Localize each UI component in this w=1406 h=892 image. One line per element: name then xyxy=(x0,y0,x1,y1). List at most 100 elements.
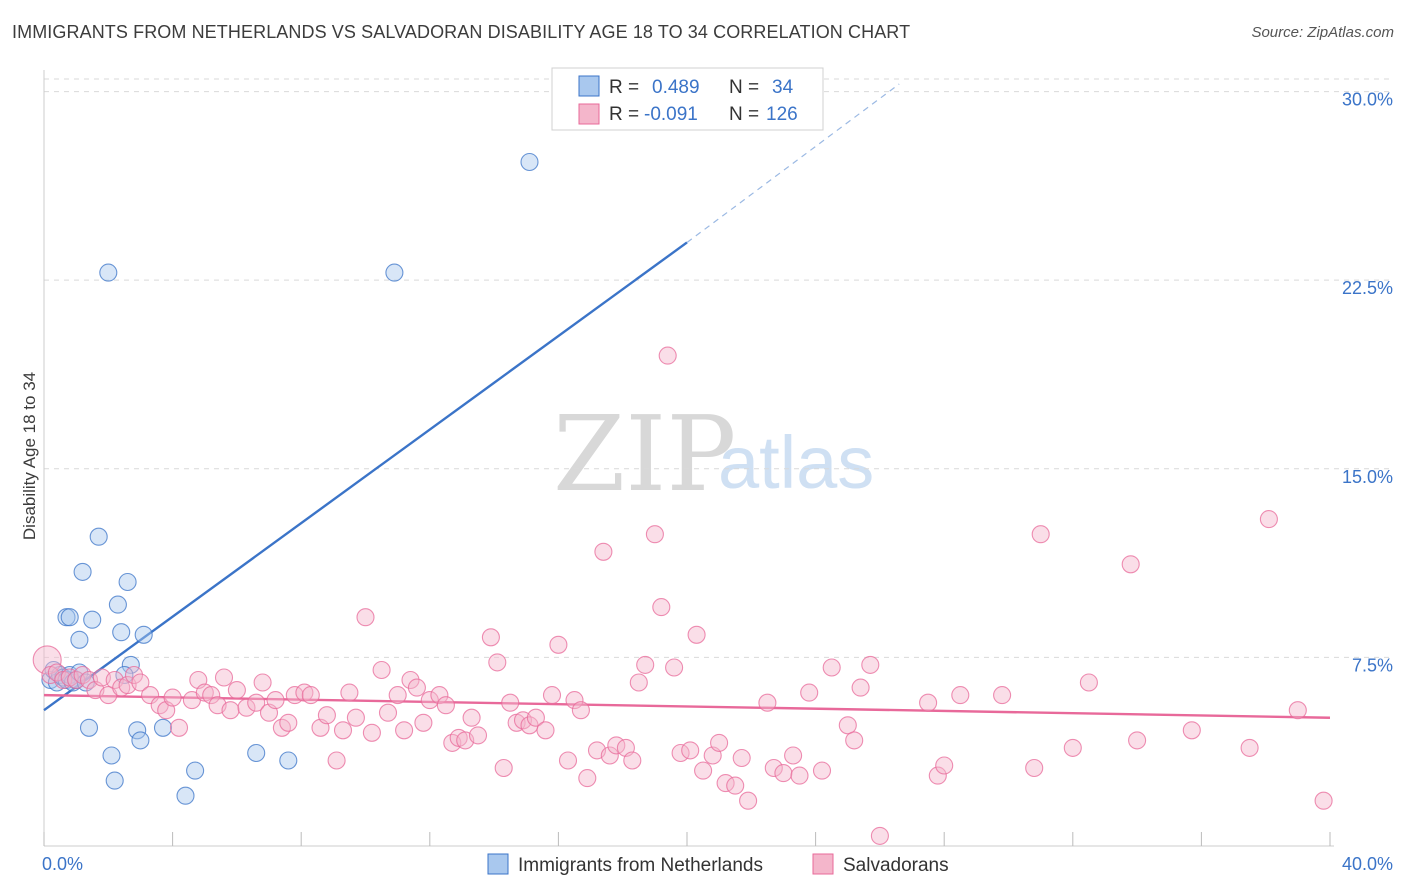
point-salvadorans xyxy=(784,746,803,765)
point-salvadorans xyxy=(237,698,256,717)
series-legend-label-netherlands: Immigrants from Netherlands xyxy=(518,855,763,876)
point-salvadorans xyxy=(1128,731,1147,750)
data-points xyxy=(32,152,1333,845)
trend-line-salvadorans xyxy=(43,693,1331,719)
point-salvadorans xyxy=(790,766,809,785)
point-netherlands xyxy=(128,721,147,740)
point-salvadorans xyxy=(542,686,562,705)
point-salvadorans xyxy=(629,673,648,692)
point-salvadorans xyxy=(501,693,520,712)
point-salvadorans xyxy=(812,761,832,780)
point-salvadorans xyxy=(1121,555,1140,574)
point-salvadorans xyxy=(652,598,671,617)
point-netherlands xyxy=(73,562,92,581)
point-netherlands xyxy=(385,263,404,282)
trend-line-netherlands-extension xyxy=(686,83,900,243)
point-salvadorans xyxy=(481,628,500,647)
point-salvadorans xyxy=(169,718,189,737)
watermark-zip: ZIP xyxy=(553,393,736,515)
point-salvadorans xyxy=(536,721,555,740)
point-salvadorans xyxy=(526,708,545,727)
point-salvadorans xyxy=(1240,738,1259,757)
x-tick-label: 40.0% xyxy=(1342,854,1393,874)
point-salvadorans xyxy=(141,686,160,705)
legend-r-value-1: 0.489 xyxy=(652,77,700,98)
point-salvadorans xyxy=(578,769,597,788)
series-legend-label-salvadorans: Salvadorans xyxy=(843,855,949,876)
legend-n-label-2: N = xyxy=(729,104,759,125)
point-salvadorans xyxy=(327,751,346,770)
point-salvadorans xyxy=(594,542,613,561)
point-salvadorans xyxy=(253,673,272,692)
point-netherlands xyxy=(121,655,140,674)
point-salvadorans xyxy=(214,668,234,687)
point-netherlands xyxy=(118,572,137,592)
watermark-atlas: atlas xyxy=(718,421,874,504)
trend-lines xyxy=(43,83,1331,719)
point-netherlands xyxy=(102,746,121,765)
point-salvadorans xyxy=(726,776,745,795)
point-salvadorans xyxy=(414,713,433,732)
point-salvadorans xyxy=(1314,791,1333,810)
point-salvadorans xyxy=(558,751,578,770)
stats-legend: R = 0.489 N = 34 R = -0.091 N = 126 xyxy=(551,67,824,131)
series-legend-swatch-pink xyxy=(812,853,834,875)
point-salvadorans xyxy=(935,756,954,775)
point-salvadorans xyxy=(870,826,889,845)
point-salvadorans xyxy=(333,721,353,740)
point-salvadorans xyxy=(436,696,455,715)
axes xyxy=(43,70,1334,847)
point-salvadorans xyxy=(468,726,488,745)
point-salvadorans xyxy=(845,731,864,750)
point-salvadorans xyxy=(681,741,700,760)
point-salvadorans xyxy=(346,708,365,727)
source-credit: Source: ZipAtlas.com xyxy=(1251,24,1394,41)
point-salvadorans xyxy=(430,686,449,705)
point-salvadorans xyxy=(462,708,481,727)
point-netherlands xyxy=(99,263,118,282)
point-netherlands xyxy=(79,718,99,737)
point-netherlands xyxy=(247,743,266,763)
series-legend: Immigrants from Netherlands Salvadorans xyxy=(487,853,949,876)
point-salvadorans xyxy=(1182,721,1201,740)
point-salvadorans xyxy=(732,748,751,768)
point-salvadorans xyxy=(600,746,619,765)
point-salvadorans xyxy=(340,683,359,702)
point-salvadorans xyxy=(822,658,841,677)
point-salvadorans xyxy=(571,701,590,720)
point-netherlands xyxy=(89,527,108,546)
point-salvadorans xyxy=(687,625,706,644)
point-netherlands xyxy=(134,625,153,644)
point-salvadorans xyxy=(645,525,664,544)
point-salvadorans xyxy=(800,683,819,702)
point-netherlands xyxy=(105,771,124,790)
point-salvadorans xyxy=(928,766,947,785)
point-salvadorans xyxy=(710,733,729,752)
point-salvadorans xyxy=(774,764,793,783)
point-salvadorans xyxy=(951,686,970,705)
y-tick-label: 30.0% xyxy=(1342,90,1393,110)
point-salvadorans xyxy=(851,678,870,697)
point-salvadorans xyxy=(1288,701,1307,720)
y-tick-label: 15.0% xyxy=(1342,467,1393,487)
legend-swatch-blue xyxy=(578,75,600,97)
point-netherlands xyxy=(83,610,102,629)
trend-line-netherlands xyxy=(43,241,688,712)
chart-title: IMMIGRANTS FROM NETHERLANDS VS SALVADORA… xyxy=(12,22,911,42)
point-netherlands xyxy=(70,630,89,649)
point-salvadorans xyxy=(395,721,414,740)
point-salvadorans xyxy=(388,686,407,705)
point-netherlands xyxy=(131,731,150,750)
point-netherlands xyxy=(176,786,195,805)
point-salvadorans xyxy=(658,346,677,365)
point-netherlands xyxy=(520,152,539,172)
point-salvadorans xyxy=(758,693,777,712)
legend-r-value-2: -0.091 xyxy=(644,104,698,125)
point-salvadorans xyxy=(124,665,144,685)
point-salvadorans xyxy=(131,673,150,692)
point-netherlands xyxy=(112,623,131,642)
point-salvadorans xyxy=(993,686,1012,705)
point-salvadorans xyxy=(247,693,266,712)
point-salvadorans xyxy=(279,713,298,732)
